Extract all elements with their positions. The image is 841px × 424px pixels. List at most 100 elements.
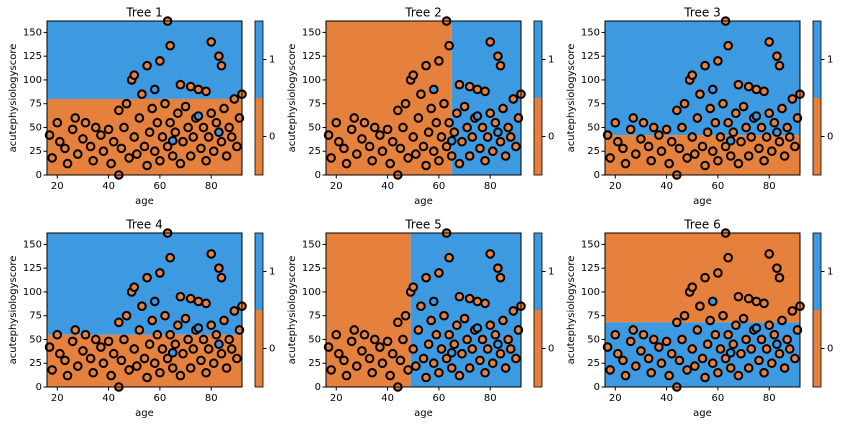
y-tick-label: 25 bbox=[587, 146, 600, 157]
y-axis-label: acutephysiologyscore bbox=[287, 44, 298, 153]
data-point bbox=[149, 146, 160, 157]
data-point bbox=[183, 334, 193, 345]
data-point bbox=[124, 153, 134, 163]
data-point bbox=[147, 315, 157, 326]
y-tick-label: 75 bbox=[308, 99, 321, 110]
colorbar-segment bbox=[255, 310, 263, 387]
data-point bbox=[628, 325, 639, 335]
data-point bbox=[170, 127, 181, 138]
data-point bbox=[72, 361, 83, 371]
data-point bbox=[656, 146, 667, 157]
data-point bbox=[436, 132, 447, 142]
data-point bbox=[480, 367, 490, 378]
data-point bbox=[403, 153, 413, 163]
data-point bbox=[723, 117, 733, 128]
data-point bbox=[214, 263, 224, 273]
data-point bbox=[454, 291, 465, 302]
data-point bbox=[211, 117, 222, 128]
data-point bbox=[682, 153, 692, 163]
x-tick-label: 80 bbox=[763, 181, 776, 192]
data-point bbox=[449, 339, 460, 350]
data-point bbox=[720, 141, 731, 152]
data-point bbox=[385, 370, 395, 381]
y-axis-label: acutephysiologyscore bbox=[8, 44, 19, 153]
data-point bbox=[441, 353, 452, 364]
data-point bbox=[185, 363, 196, 373]
data-point bbox=[733, 291, 744, 302]
data-point bbox=[713, 56, 723, 66]
data-point bbox=[129, 282, 140, 292]
data-point bbox=[654, 130, 664, 140]
data-point bbox=[341, 158, 352, 169]
data-point bbox=[129, 132, 140, 142]
data-point bbox=[234, 325, 245, 335]
data-point bbox=[341, 370, 352, 381]
data-point bbox=[687, 70, 698, 80]
data-point bbox=[700, 372, 710, 383]
y-tick-label: 75 bbox=[587, 99, 600, 110]
data-point bbox=[85, 353, 96, 364]
data-point bbox=[700, 160, 710, 171]
chart-title: Tree 3 bbox=[683, 6, 720, 20]
data-point bbox=[495, 60, 506, 71]
data-point bbox=[367, 367, 377, 378]
data-point bbox=[70, 113, 81, 123]
data-point bbox=[467, 132, 478, 142]
x-tick-label: 40 bbox=[381, 393, 394, 404]
data-point bbox=[393, 317, 403, 328]
data-point bbox=[449, 127, 460, 138]
data-point bbox=[326, 153, 336, 163]
data-point bbox=[472, 296, 483, 307]
data-point bbox=[766, 358, 777, 369]
data-point bbox=[346, 124, 357, 135]
data-point bbox=[193, 111, 204, 121]
colorbar-tick-label: 1 bbox=[827, 267, 833, 278]
y-tick-label: 100 bbox=[302, 287, 321, 298]
data-point bbox=[175, 79, 186, 90]
chart-title: Tree 4 bbox=[125, 218, 162, 232]
data-point bbox=[715, 132, 726, 142]
data-point bbox=[705, 315, 715, 326]
data-point bbox=[229, 94, 240, 104]
x-tick-label: 20 bbox=[609, 393, 622, 404]
y-tick-label: 150 bbox=[302, 239, 321, 250]
data-point bbox=[175, 291, 186, 302]
data-point bbox=[119, 122, 129, 133]
data-point bbox=[625, 336, 636, 347]
data-point bbox=[695, 301, 705, 311]
data-point bbox=[605, 153, 615, 163]
data-point bbox=[764, 320, 775, 331]
data-point bbox=[638, 329, 649, 340]
data-point bbox=[203, 344, 214, 354]
data-point bbox=[782, 334, 792, 345]
data-point bbox=[134, 113, 145, 123]
data-point bbox=[490, 329, 501, 340]
data-point bbox=[664, 158, 674, 169]
data-point bbox=[421, 60, 431, 71]
y-tick-label: 0 bbox=[36, 170, 42, 181]
data-point bbox=[480, 86, 490, 97]
data-point bbox=[377, 358, 388, 369]
data-point bbox=[185, 151, 196, 161]
x-tick-label: 40 bbox=[102, 181, 115, 192]
data-point bbox=[121, 98, 132, 109]
colorbar-segment bbox=[255, 233, 263, 310]
data-point bbox=[664, 370, 674, 381]
data-point bbox=[756, 122, 767, 133]
data-point bbox=[707, 296, 718, 307]
data-point bbox=[715, 344, 726, 354]
data-point bbox=[408, 282, 419, 292]
data-point bbox=[702, 339, 713, 350]
data-point bbox=[144, 339, 155, 350]
data-point bbox=[774, 60, 785, 71]
data-point bbox=[620, 370, 631, 381]
data-point bbox=[482, 344, 493, 354]
data-point bbox=[106, 370, 116, 381]
y-tick-label: 150 bbox=[23, 27, 42, 38]
data-point bbox=[62, 158, 73, 169]
data-point bbox=[493, 127, 503, 138]
chart-title: Tree 5 bbox=[404, 218, 441, 232]
data-point bbox=[103, 336, 114, 347]
x-tick-label: 20 bbox=[51, 181, 64, 192]
y-tick-label: 150 bbox=[23, 239, 42, 250]
